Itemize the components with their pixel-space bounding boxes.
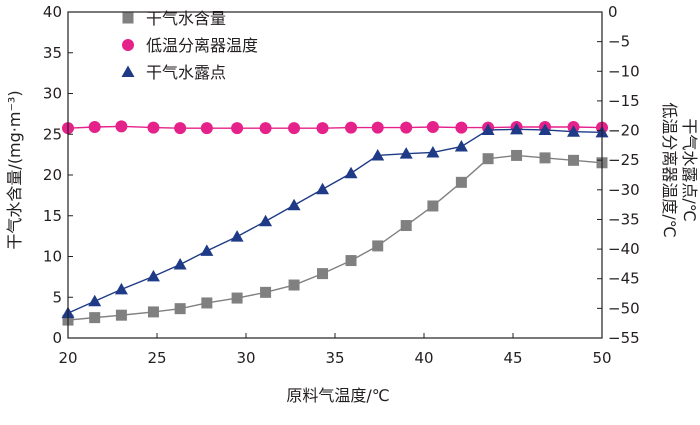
- water-content-point: [174, 303, 186, 315]
- dew-point-point: [481, 123, 495, 135]
- water-content-point: [455, 176, 467, 188]
- separator-temp-point: [345, 121, 358, 134]
- separator-temp-point: [288, 122, 301, 135]
- dew-point-point: [538, 123, 552, 135]
- y-left-axis-title: 干气水含量/(mg·m⁻³): [5, 90, 24, 249]
- water-content-point: [147, 306, 159, 318]
- water-content-point: [427, 200, 439, 212]
- x-tick-label: 25: [147, 349, 166, 367]
- y-right-tick-label: −40: [608, 240, 640, 258]
- dew-point-point: [344, 166, 358, 179]
- y-right-tick-label: 0: [608, 3, 618, 21]
- separator-temp-point: [400, 121, 413, 134]
- separator-temp-point: [316, 122, 329, 135]
- separator-temp-point: [426, 120, 439, 133]
- separator-temp-point: [200, 122, 213, 135]
- separator-temp-point: [259, 122, 272, 135]
- separator-temp-point: [174, 122, 187, 135]
- water-content-point: [539, 152, 551, 164]
- legend-item-separator-temp-marker: [122, 39, 134, 51]
- dew-point-line: [67, 128, 603, 314]
- y-right-tick-label: −20: [608, 122, 640, 140]
- x-tick-label: 20: [58, 349, 77, 367]
- x-tick-label: 30: [236, 349, 255, 367]
- water-content-point: [511, 149, 523, 161]
- separator-temp-point: [231, 122, 244, 135]
- dew-point-point: [454, 140, 468, 152]
- dew-point-point: [426, 145, 440, 158]
- y-right-tick-label: −45: [608, 270, 640, 288]
- dew-point-point: [259, 214, 273, 227]
- y-right-tick-label: −30: [608, 181, 640, 199]
- water-content-point: [260, 286, 272, 298]
- water-content-point: [231, 292, 243, 304]
- y-right-tick-label: −10: [608, 62, 640, 80]
- y-right-tick-label: −25: [608, 151, 640, 169]
- separator-temp-point: [147, 121, 160, 134]
- dew-point-point: [88, 294, 102, 307]
- y-right-tick-label: −35: [608, 210, 640, 228]
- legend-item-separator-temp-label: 低温分离器温度: [146, 36, 258, 55]
- y-left-tick-label: 30: [43, 85, 62, 103]
- x-tick-label: 40: [414, 349, 433, 367]
- y-right-axis-title-2: 干气水露点/℃: [680, 118, 699, 221]
- water-content-point: [317, 268, 329, 280]
- water-content-point: [400, 220, 412, 232]
- water-content-point: [89, 312, 101, 324]
- y-left-tick-label: 25: [43, 125, 62, 143]
- water-content-point: [288, 279, 300, 291]
- dew-point-point: [567, 125, 581, 137]
- water-content-point: [568, 154, 580, 166]
- dew-point-point: [146, 269, 160, 282]
- dew-point-point: [230, 230, 244, 242]
- water-content-point: [115, 309, 127, 321]
- water-content-point: [201, 297, 213, 309]
- dew-point-point: [173, 258, 187, 270]
- dew-point-point: [287, 198, 301, 211]
- dew-point-point: [200, 244, 214, 256]
- y-left-tick-label: 5: [52, 288, 62, 306]
- separator-temp-point: [115, 120, 128, 133]
- legend-item-water-content-marker: [122, 12, 134, 24]
- x-tick-label: 45: [503, 349, 522, 367]
- x-axis-title: 原料气温度/℃: [286, 386, 389, 405]
- dew-point-point: [114, 282, 128, 295]
- y-right-tick-label: −50: [608, 299, 640, 317]
- y-left-tick-label: 35: [43, 44, 62, 62]
- x-tick-label: 50: [592, 349, 611, 367]
- legend-item-dew-point-marker: [121, 65, 135, 77]
- y-left-tick-label: 15: [43, 207, 62, 225]
- water-content-point: [482, 153, 494, 165]
- legend-item-water-content-label: 干气水含量: [146, 9, 226, 28]
- y-left-tick-label: 40: [43, 3, 62, 21]
- y-right-axis-title-1: 低温分离器温度/℃: [660, 102, 679, 237]
- y-left-tick-label: 20: [43, 166, 62, 184]
- y-left-tick-label: 10: [43, 248, 62, 266]
- y-right-tick-label: −5: [608, 33, 630, 51]
- legend-item-dew-point-label: 干气水露点: [146, 63, 226, 82]
- water-content-point: [345, 255, 357, 267]
- dew-point-point: [399, 147, 413, 159]
- x-tick-label: 35: [325, 349, 344, 367]
- y-left-tick-label: 0: [52, 329, 62, 347]
- dew-point-point: [371, 148, 385, 161]
- water-content-point: [372, 240, 384, 252]
- separator-temp-point: [88, 120, 101, 133]
- dew-point-point: [316, 182, 330, 195]
- y-right-tick-label: −15: [608, 92, 640, 110]
- separator-temp-point: [371, 121, 384, 134]
- separator-temp-point: [455, 121, 468, 134]
- dew-point-point: [510, 122, 524, 135]
- y-right-tick-label: −55: [608, 329, 640, 347]
